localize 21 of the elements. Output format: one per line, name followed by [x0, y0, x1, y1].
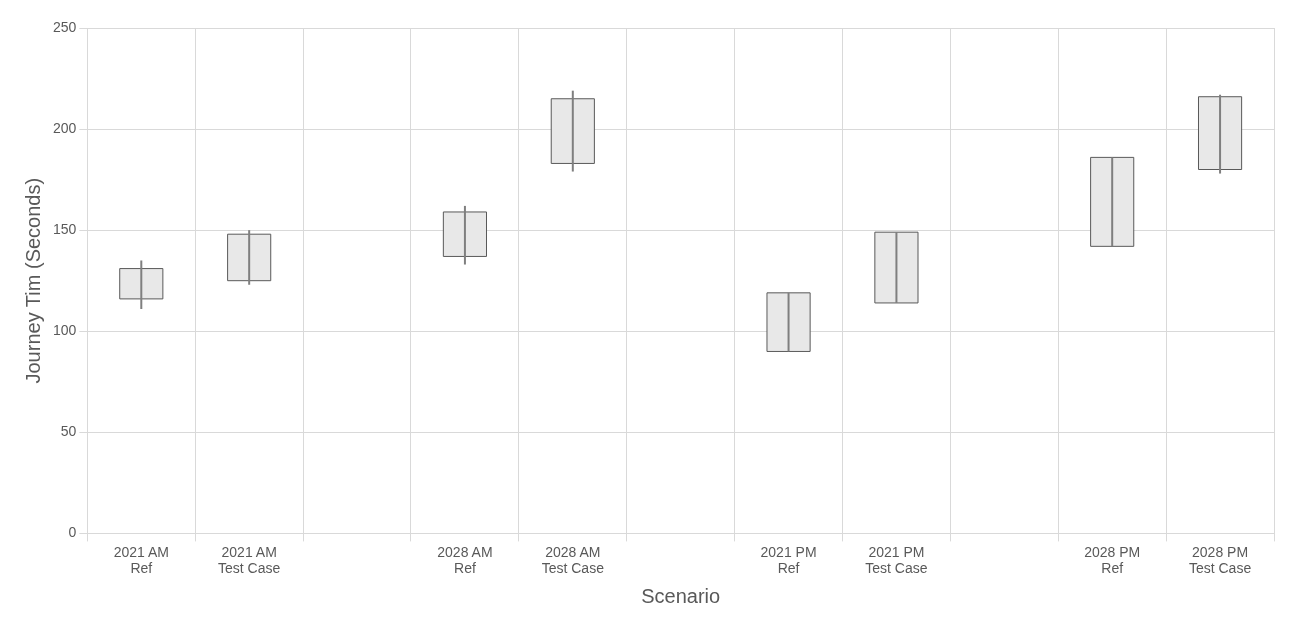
x-axis-title: Scenario	[641, 584, 721, 607]
candlestick	[550, 89, 595, 173]
y-tick-label: 250	[53, 18, 77, 35]
x-tick-label: 2028 PM Ref	[1084, 543, 1141, 577]
candlestick	[442, 204, 487, 266]
y-axis-title: Journey Tim (Seconds)	[21, 177, 44, 384]
candlestick	[1090, 156, 1135, 248]
y-tick-label: 100	[53, 322, 77, 339]
x-tick-label: 2021 PM Test Case	[865, 543, 928, 577]
y-tick-label: 50	[60, 423, 77, 440]
y-tick-label: 0	[68, 524, 77, 541]
y-tick-label: 200	[53, 119, 77, 136]
x-tick-label: 2021 AM Ref	[113, 543, 169, 577]
candlestick	[227, 229, 272, 286]
x-tick-label: 2028 AM Test Case	[541, 543, 605, 577]
x-tick-label: 2021 PM Ref	[760, 543, 817, 577]
y-tick-label: 150	[53, 221, 77, 238]
x-tick-label: 2028 PM Test Case	[1188, 543, 1252, 577]
x-tick-label: 2021 AM Test Case	[218, 543, 281, 577]
x-tick-label: 2028 AM Ref	[437, 543, 493, 577]
candlestick	[1197, 93, 1243, 175]
